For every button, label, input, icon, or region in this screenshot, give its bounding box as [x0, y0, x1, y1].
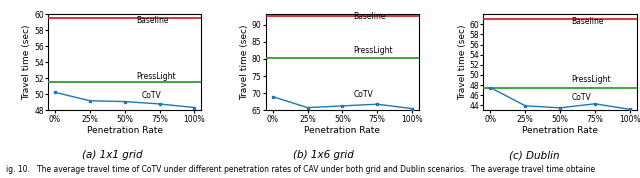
Text: CoTV: CoTV: [353, 90, 373, 99]
X-axis label: Penetration Rate: Penetration Rate: [522, 126, 598, 135]
Text: (a) 1x1 grid: (a) 1x1 grid: [82, 150, 142, 160]
Text: PressLight: PressLight: [353, 46, 393, 55]
Text: ig. 10.   The average travel time of CoTV under different penetration rates of C: ig. 10. The average travel time of CoTV …: [6, 165, 596, 174]
Text: Baseline: Baseline: [136, 16, 168, 25]
Text: (c) Dublin: (c) Dublin: [509, 150, 560, 160]
Text: Baseline: Baseline: [572, 17, 604, 26]
Text: CoTV: CoTV: [572, 93, 591, 102]
Y-axis label: Travel time (sec): Travel time (sec): [458, 25, 467, 100]
Text: CoTV: CoTV: [141, 91, 161, 100]
X-axis label: Penetration Rate: Penetration Rate: [86, 126, 163, 135]
Y-axis label: Travel time (sec): Travel time (sec): [22, 25, 31, 100]
Text: Baseline: Baseline: [353, 12, 386, 21]
Text: (b) 1x6 grid: (b) 1x6 grid: [292, 150, 354, 160]
Text: PressLight: PressLight: [572, 75, 611, 83]
Text: PressLight: PressLight: [136, 72, 175, 81]
X-axis label: Penetration Rate: Penetration Rate: [305, 126, 380, 135]
Y-axis label: Travel time (sec): Travel time (sec): [240, 25, 249, 100]
